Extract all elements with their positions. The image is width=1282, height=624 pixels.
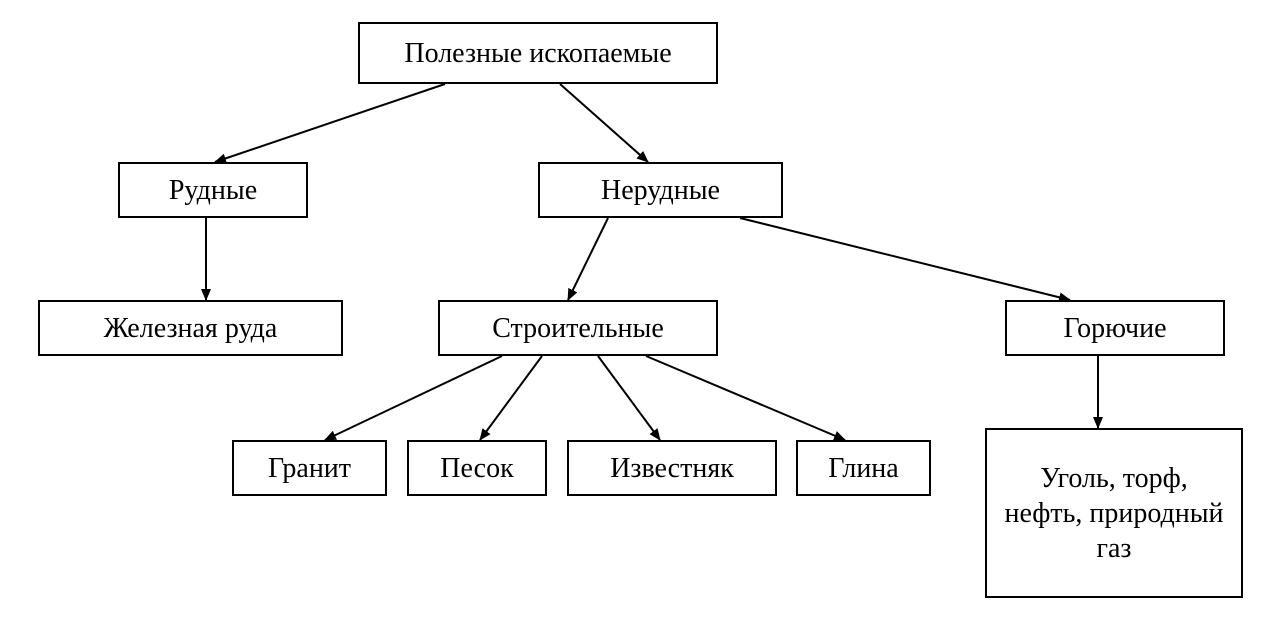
node-ugol: Уголь, торф, нефть, природный газ [985,428,1243,598]
node-goryuchie: Горючие [1005,300,1225,356]
node-granit: Гранит [232,440,387,496]
node-glina: Глина [796,440,931,496]
node-izvestnyak: Известняк [567,440,777,496]
node-root: Полезные ископаемые [358,22,718,84]
node-nerudnye: Нерудные [538,162,783,218]
node-rudnye: Рудные [118,162,308,218]
node-pesok: Песок [407,440,547,496]
node-zheleznaya: Железная руда [38,300,343,356]
node-stroitelnye: Строительные [438,300,718,356]
